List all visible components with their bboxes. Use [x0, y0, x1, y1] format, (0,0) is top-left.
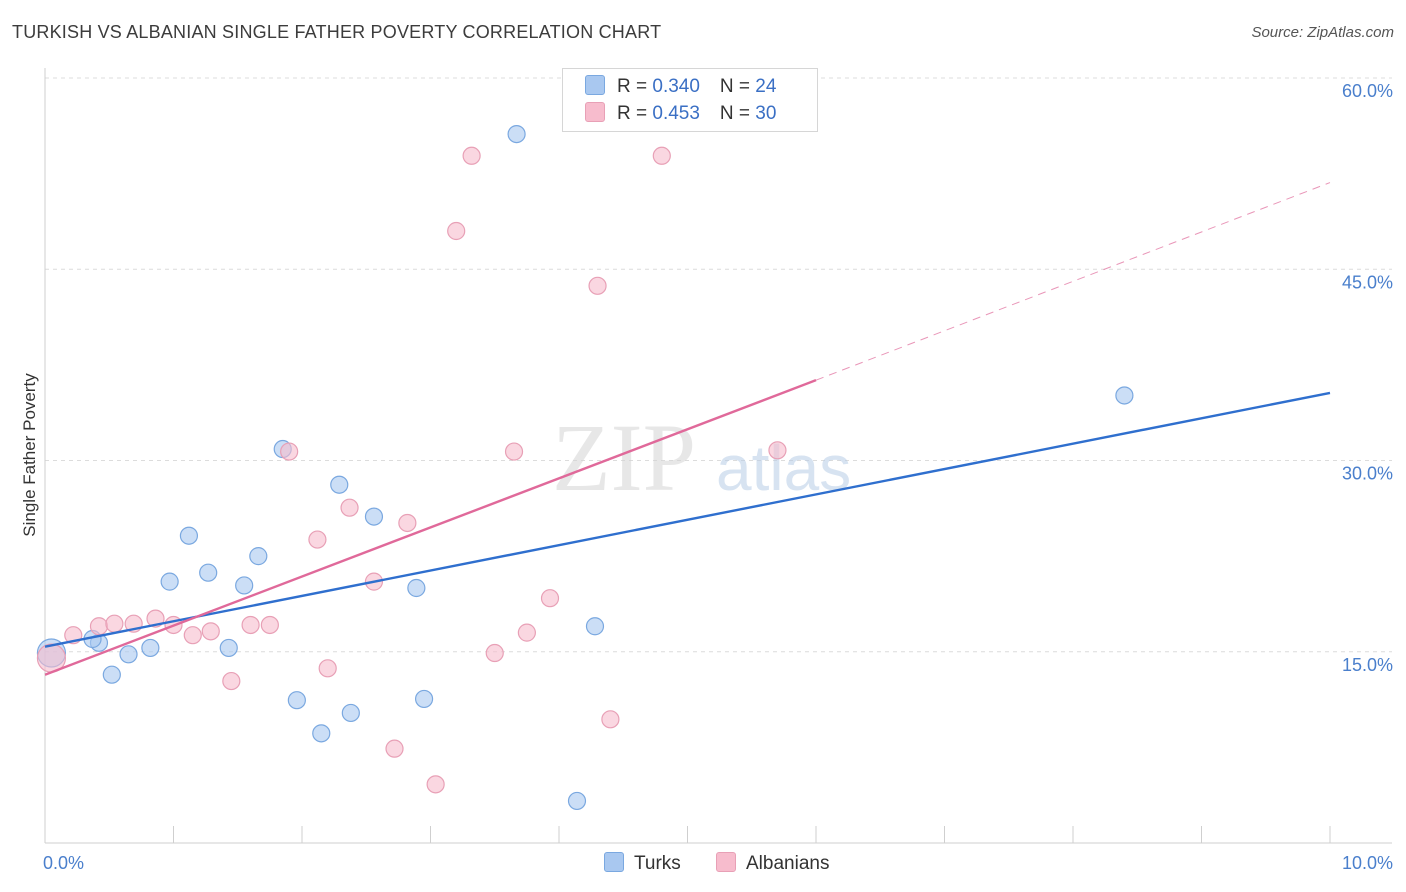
turks-point-3: [102, 665, 121, 684]
legend-n-label: N =: [719, 103, 756, 124]
axes: [44, 68, 1392, 844]
turks-point-22: [585, 617, 605, 636]
legend-label-albanians: Albanians: [746, 853, 830, 874]
legend-swatch-turks: [585, 75, 605, 95]
legend-r-value: 0.340: [652, 76, 700, 97]
albanians-trend-line: [44, 379, 817, 676]
turks-point-4: [119, 645, 138, 664]
turks-point-11: [249, 547, 268, 566]
legend-label-turks: Turks: [634, 853, 681, 874]
albanians-trend-extension: [815, 182, 1331, 381]
tick-labels: 15.0% 30.0% 45.0% 60.0% 0.0% 10.0%: [43, 81, 1393, 873]
grid-lines: [45, 77, 1392, 653]
albanians-point-15: [340, 498, 359, 517]
albanians-point-3: [105, 614, 124, 633]
albanians-point-18: [398, 513, 417, 533]
albanians-point-17: [385, 739, 404, 758]
legend-row-albanians: R = 0.453 N = 30: [585, 102, 776, 126]
albanians-point-27: [601, 710, 620, 729]
albanians-point-8: [201, 622, 220, 641]
albanians-point-10: [241, 615, 260, 635]
turks-point-14: [312, 724, 331, 743]
legend-n-label: N =: [719, 76, 756, 97]
turks-point-7: [179, 526, 199, 545]
turks-point-5: [141, 638, 160, 658]
albanians-point-26: [588, 276, 607, 295]
turks-point-9: [219, 638, 238, 658]
albanians-point-25: [540, 589, 560, 608]
albanians-point-23: [504, 442, 524, 461]
albanians-point-14: [318, 659, 337, 678]
x-tick-label-0: 0.0%: [43, 853, 84, 873]
turks-point-23: [1115, 386, 1134, 405]
turks-point-17: [364, 507, 384, 526]
watermark-atlas: atlas: [716, 432, 851, 504]
correlation-legend: R = 0.340 N = 24 R = 0.453 N = 30: [562, 68, 818, 132]
legend-item-turks[interactable]: Turks: [604, 852, 681, 875]
legend-r-label: R =: [617, 103, 653, 124]
albanians-point-22: [485, 643, 504, 663]
albanians-point-9: [222, 671, 241, 691]
legend-r-label: R =: [617, 76, 653, 97]
turks-point-16: [341, 703, 360, 723]
albanians-point-19: [426, 775, 445, 794]
albanians-point-29: [768, 441, 787, 460]
turks-point-19: [414, 689, 434, 709]
albanians-point-20: [447, 221, 466, 241]
albanians-point-21: [462, 146, 481, 165]
source-label: Source: ZipAtlas.com: [1251, 24, 1394, 41]
legend-n-value: 30: [755, 103, 777, 124]
legend-row-turks: R = 0.340 N = 24: [585, 75, 776, 99]
legend-swatch-albanians: [585, 102, 605, 122]
albanians-point-11: [260, 615, 279, 635]
albanians-point-12: [280, 442, 299, 461]
turks-point-18: [407, 578, 426, 598]
albanians-point-13: [308, 530, 327, 549]
turks-point-15: [330, 475, 349, 494]
legend-n-value: 24: [755, 76, 777, 97]
turks-point-13: [287, 691, 306, 710]
y-tick-label-1: 30.0%: [1342, 464, 1393, 484]
turks-point-20: [507, 125, 526, 144]
turks-point-10: [235, 576, 254, 595]
turks-trend-line: [44, 391, 1331, 648]
chart-title: TURKISH VS ALBANIAN SINGLE FATHER POVERT…: [12, 22, 662, 42]
turks-point-6: [160, 572, 179, 591]
trend-lines: [44, 182, 1331, 676]
legend-item-albanians[interactable]: Albanians: [716, 852, 829, 875]
legend-r-value: 0.453: [652, 103, 700, 124]
y-axis-label: Single Father Poverty: [20, 373, 39, 537]
series-legend: Turks Albanians: [0, 852, 1406, 878]
y-tick-label-2: 45.0%: [1342, 272, 1393, 292]
legend-swatch-turks: [604, 852, 624, 872]
legend-swatch-albanians: [716, 852, 736, 872]
y-tick-label-0: 15.0%: [1342, 655, 1393, 675]
data-points: [36, 125, 1134, 811]
albanians-point-28: [652, 146, 671, 165]
y-tick-label-3: 60.0%: [1342, 81, 1393, 101]
albanians-point-24: [517, 623, 536, 642]
turks-point-8: [199, 563, 218, 582]
x-tick-label-1: 10.0%: [1342, 853, 1393, 873]
turks-point-21: [567, 791, 587, 811]
watermark-zip: ZIP: [552, 404, 696, 511]
albanians-point-7: [183, 626, 202, 645]
albanians-point-2: [89, 617, 109, 636]
watermark: ZIP atlas: [552, 404, 851, 511]
